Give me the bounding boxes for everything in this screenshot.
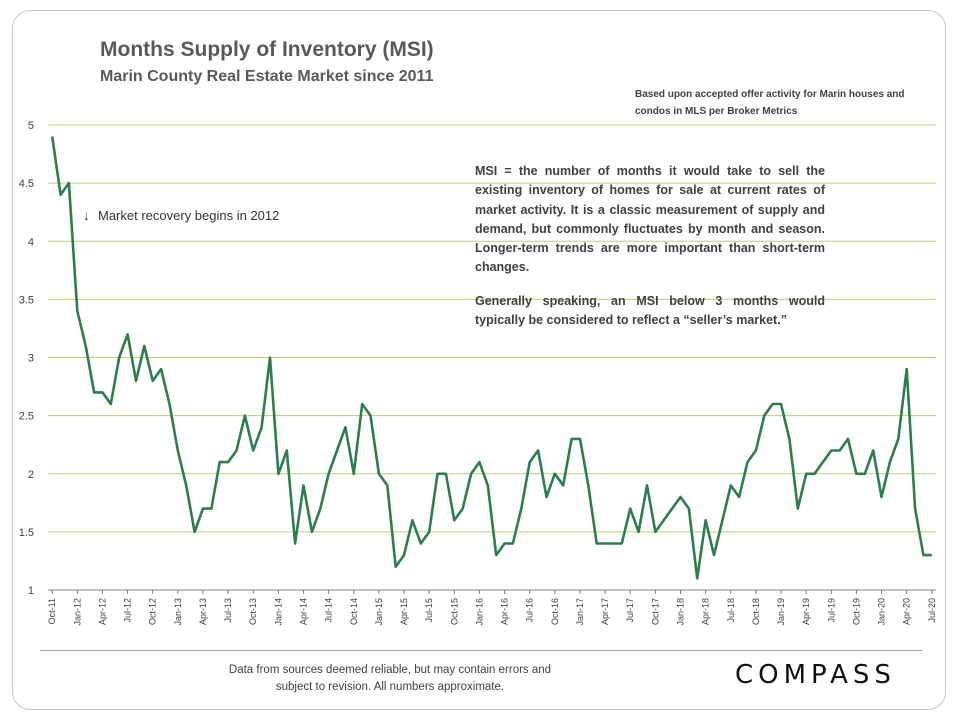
- x-tick-label: Jan-16: [474, 598, 484, 626]
- x-tick-label: Oct-11: [47, 598, 57, 624]
- x-tick-label: Jan-14: [273, 598, 283, 626]
- x-tick-label: Jan-15: [374, 598, 384, 626]
- x-tick-label: Oct-12: [148, 598, 158, 625]
- x-tick-label: Apr-15: [399, 598, 409, 625]
- x-tick-label: Jul-13: [223, 598, 233, 623]
- x-tick-label: Oct-18: [751, 598, 761, 625]
- x-tick-label: Jan-20: [877, 598, 887, 626]
- x-tick-label: Jan-18: [675, 598, 685, 626]
- x-tick-label: Jul-17: [625, 598, 635, 623]
- definition-paragraph-2: Generally speaking, an MSI below 3 month…: [475, 293, 825, 328]
- y-tick-label: 2: [28, 469, 34, 481]
- annotation-recovery: Market recovery begins in 2012: [98, 208, 279, 223]
- chart-title: Months Supply of Inventory (MSI): [100, 38, 434, 61]
- y-tick-label: 5: [28, 120, 34, 132]
- y-tick-label: 2.5: [19, 411, 34, 423]
- x-tick-label: Oct-16: [550, 598, 560, 625]
- y-tick-label: 4: [28, 236, 34, 248]
- msi-series-line: [50, 136, 932, 580]
- y-tick-label: 3: [28, 353, 34, 365]
- compass-logo: COMPASS: [735, 660, 896, 690]
- y-tick-label: 1: [28, 585, 34, 597]
- x-tick-label: Jul-19: [826, 598, 836, 623]
- x-tick-label: Apr-19: [801, 598, 811, 625]
- x-tick-label: Jul-15: [424, 598, 434, 623]
- x-tick-label: Jul-16: [525, 598, 535, 623]
- y-tick-label: 1.5: [19, 527, 34, 539]
- x-tick-label: Oct-17: [650, 598, 660, 625]
- x-tick-label: Apr-18: [701, 598, 711, 625]
- gridlines: [48, 124, 936, 591]
- x-tick-label: Jan-19: [776, 598, 786, 626]
- definition-paragraph-1: MSI = the number of months it would take…: [475, 164, 825, 275]
- chart-subtitle: Marin County Real Estate Market since 20…: [100, 68, 434, 85]
- x-tick-label: Apr-17: [600, 598, 610, 625]
- y-tick-label: 3.5: [19, 294, 34, 306]
- x-tick-label: Jan-13: [173, 598, 183, 626]
- x-tick-label: Jul-20: [927, 598, 937, 623]
- x-tick-label: Jan-17: [575, 598, 585, 626]
- msi-definition: MSI = the number of months it would take…: [475, 162, 825, 344]
- x-tick-label: Jul-14: [324, 598, 334, 623]
- disclaimer: Data from sources deemed reliable, but m…: [190, 662, 590, 696]
- x-tick-label: Apr-20: [902, 598, 912, 625]
- source-note: Based upon accepted offer activity for M…: [635, 89, 905, 117]
- x-tick-label: Apr-14: [299, 598, 309, 625]
- x-axis-ticks: Oct-11 Jan-12 Apr-12 Jul-12 Oct-12 Jan-13 Apr-…: [47, 590, 937, 626]
- x-tick-label: Jul-12: [123, 598, 133, 623]
- y-axis-ticks: 1 1.5 2 2.5 3 3.5 4 4.5 5: [19, 120, 34, 597]
- disclaimer-line-1: Data from sources deemed reliable, but m…: [228, 664, 552, 676]
- y-tick-label: 4.5: [19, 178, 34, 190]
- x-tick-label: Apr-16: [500, 598, 510, 625]
- disclaimer-line-2: subject to revision. All numbers approxi…: [275, 681, 505, 693]
- x-tick-label: Apr-13: [198, 598, 208, 625]
- x-tick-label: Oct-19: [851, 598, 861, 625]
- x-tick-label: Jan-12: [72, 598, 82, 626]
- x-tick-label: Apr-12: [97, 598, 107, 625]
- x-tick-label: Jul-18: [726, 598, 736, 623]
- annotation-arrow: ↓: [83, 208, 90, 223]
- x-tick-label: Oct-15: [449, 598, 459, 625]
- x-tick-label: Oct-14: [349, 598, 359, 625]
- footer-divider: [40, 650, 922, 651]
- x-tick-label: Oct-13: [248, 598, 258, 625]
